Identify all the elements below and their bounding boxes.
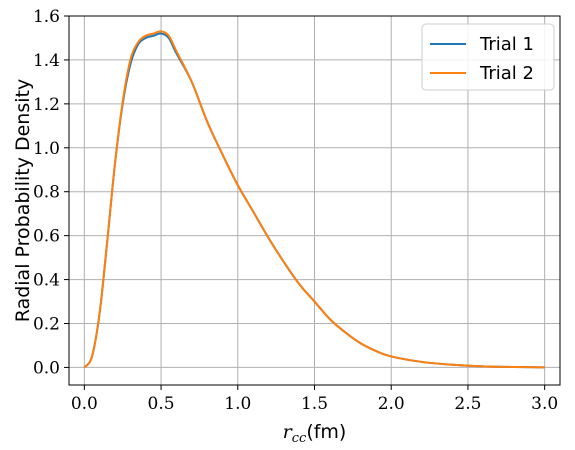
x-tick-label: 3.0 [531, 394, 558, 414]
x-axis-label: rcc(fm) [283, 421, 347, 446]
x-tick-label: 2.0 [378, 394, 405, 414]
legend: Trial 1 Trial 2 [421, 23, 555, 91]
y-tick-label: 1.2 [33, 95, 60, 115]
series-line-2 [83, 30, 545, 369]
x-tick-label: 1.0 [224, 394, 251, 414]
y-tick-label: 1.6 [33, 7, 60, 27]
x-axis-label-unit: (fm) [306, 421, 346, 443]
x-axis-label-main: r [283, 421, 294, 443]
axis-ticks: 0.0 0.5 1.0 1.5 2.0 2.5 3.0 0.0 0.2 0.4 0.6 0.8 1.0 1… [33, 7, 558, 414]
y-tick-label: 0.2 [33, 315, 60, 335]
y-tick-label: 0.6 [33, 227, 60, 247]
y-tick-label: 1.4 [33, 51, 60, 71]
y-axis-label: Radial Probability Density [12, 79, 34, 322]
y-tick-label: 0.0 [33, 358, 60, 378]
y-tick-label: 0.8 [33, 183, 60, 203]
legend-label: Trial 1 [479, 34, 534, 55]
y-tick-label: 1.0 [33, 139, 60, 159]
x-tick-label: 2.5 [454, 394, 481, 414]
series-lines [83, 30, 545, 369]
x-axis-label-sub: cc [292, 431, 307, 446]
x-tick-label: 0.0 [71, 394, 98, 414]
x-tick-label: 0.5 [148, 394, 175, 414]
legend-label: Trial 2 [479, 63, 534, 84]
x-tick-label: 1.5 [301, 394, 328, 414]
y-tick-label: 0.4 [33, 271, 60, 291]
